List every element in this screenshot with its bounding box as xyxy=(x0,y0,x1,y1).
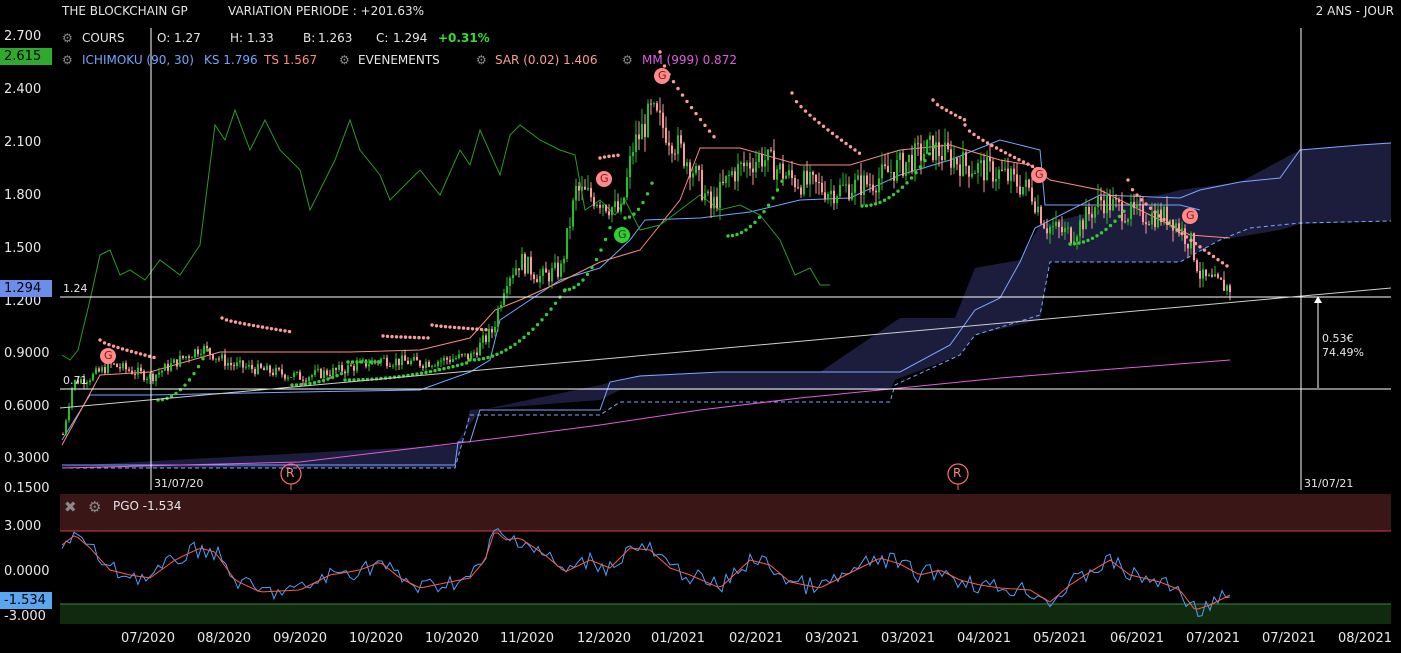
period-selector[interactable]: 2 ANS - JOUR xyxy=(1315,4,1394,18)
date-tick: 03/2021 xyxy=(804,631,860,646)
date-cursor-label-left: 31/07/20 xyxy=(154,477,204,490)
signal-marker-6 xyxy=(1182,208,1198,224)
period-variation: VARIATION PERIODE : +201.63% xyxy=(228,4,424,18)
gear-icon[interactable]: ⚙ xyxy=(62,31,73,45)
event-marker-1 xyxy=(280,463,302,490)
instrument-name: THE BLOCKCHAIN GP xyxy=(62,4,188,18)
ichimoku-cloud xyxy=(62,142,1391,468)
signal-label-2: G xyxy=(600,172,609,185)
price-tick: 0.9000 xyxy=(4,346,50,361)
measure-percent: 74.49% xyxy=(1322,346,1364,359)
event-marker-label-2: R xyxy=(953,466,962,480)
signal-marker-2 xyxy=(596,171,612,187)
trendline xyxy=(59,287,1392,409)
signal-label-3: G xyxy=(658,69,667,82)
date-tick: 08/2021 xyxy=(1337,631,1393,646)
signal-label-6: G xyxy=(1186,209,1195,222)
pgo-tick: 3.000 xyxy=(4,519,42,534)
gear-icon[interactable]: ⚙ xyxy=(339,53,350,67)
pgo-oversold-zone xyxy=(60,604,1391,624)
close-label: C: xyxy=(376,31,389,45)
low-label: B: xyxy=(303,31,316,45)
measure-value: 0.53€ xyxy=(1322,332,1354,345)
pgo-tick: 0.0000 xyxy=(4,564,50,579)
legend-ichimoku[interactable]: ICHIMOKU (90, 30) xyxy=(82,53,194,67)
gear-icon[interactable]: ⚙ xyxy=(476,53,487,67)
date-tick: 09/2020 xyxy=(272,631,328,646)
legend-ts: TS 1.567 xyxy=(264,53,318,67)
close-icon[interactable]: ✖ xyxy=(64,498,77,516)
date-tick: 10/2020 xyxy=(424,631,480,646)
pgo-title: PGO -1.534 xyxy=(113,499,182,513)
date-tick: 07/2021 xyxy=(1261,631,1317,646)
price-tick: 0.1500 xyxy=(4,481,50,496)
legend-sar[interactable]: SAR (0.02) 1.406 xyxy=(495,53,598,67)
price-tick: 2.400 xyxy=(4,82,42,97)
legend-evenements[interactable]: EVENEMENTS xyxy=(358,53,440,67)
high-value: 1.33 xyxy=(247,31,274,45)
signal-marker-4 xyxy=(614,227,630,243)
open-label: O: xyxy=(157,31,171,45)
price-tick: 1.500 xyxy=(4,241,42,256)
pgo-oscillator xyxy=(61,527,1231,617)
date-tick: 06/2021 xyxy=(1109,631,1165,646)
signal-label-1: G xyxy=(104,349,113,362)
date-tick: 01/2021 xyxy=(650,631,706,646)
date-tick: 07/2020 xyxy=(120,631,176,646)
price-tick: 0.3000 xyxy=(4,451,50,466)
signal-marker-1 xyxy=(100,348,116,364)
price-tick: 2.100 xyxy=(4,135,42,150)
pgo-badge: -1.534 xyxy=(0,592,52,609)
date-tick: 12/2020 xyxy=(576,631,632,646)
gear-icon[interactable]: ⚙ xyxy=(62,53,73,67)
event-marker-label-1: R xyxy=(286,466,295,480)
price-tick: 1.800 xyxy=(4,188,42,203)
date-tick: 03/2021 xyxy=(880,631,936,646)
legend-ks: KS 1.796 xyxy=(204,53,258,67)
level-label-low: 0.71 xyxy=(63,374,88,387)
date-tick: 10/2020 xyxy=(348,631,404,646)
date-tick: 11/2020 xyxy=(499,631,555,646)
price-badge-top: 2.615 xyxy=(0,48,52,65)
pgo-tick: -3.000 xyxy=(4,609,46,624)
event-marker-2 xyxy=(947,463,969,490)
open-value: 1.27 xyxy=(174,31,201,45)
change-value: +0.31% xyxy=(438,31,490,45)
legend-cours[interactable]: COURS xyxy=(82,31,125,45)
signal-marker-3 xyxy=(654,68,670,84)
date-cursor-label-right: 31/07/21 xyxy=(1304,477,1354,490)
price-tick: 2.700 xyxy=(4,29,42,44)
close-value: 1.294 xyxy=(393,31,428,45)
low-value: 1.263 xyxy=(318,31,353,45)
date-tick: 04/2021 xyxy=(956,631,1012,646)
level-label-high: 1.24 xyxy=(63,282,88,295)
gear-icon[interactable]: ⚙ xyxy=(622,53,633,67)
signal-marker-5 xyxy=(1031,167,1047,183)
date-tick: 08/2020 xyxy=(196,631,252,646)
signal-label-4: G xyxy=(618,228,627,241)
price-tick: 0.6000 xyxy=(4,399,50,414)
date-tick: 02/2021 xyxy=(728,631,784,646)
legend-mm[interactable]: MM (999) 0.872 xyxy=(642,53,737,67)
price-badge-last: 1.294 xyxy=(0,280,52,297)
indicator-lines xyxy=(61,108,1392,469)
price-tick: 1.200 xyxy=(4,294,42,309)
pgo-overbought-zone xyxy=(60,494,1391,531)
high-label: H: xyxy=(230,31,244,45)
date-tick: 07/2021 xyxy=(1185,631,1241,646)
date-tick: 05/2021 xyxy=(1032,631,1088,646)
signal-label-5: G xyxy=(1035,168,1044,181)
measure-arrowhead xyxy=(1314,296,1322,303)
gear-icon[interactable]: ⚙ xyxy=(88,498,102,516)
